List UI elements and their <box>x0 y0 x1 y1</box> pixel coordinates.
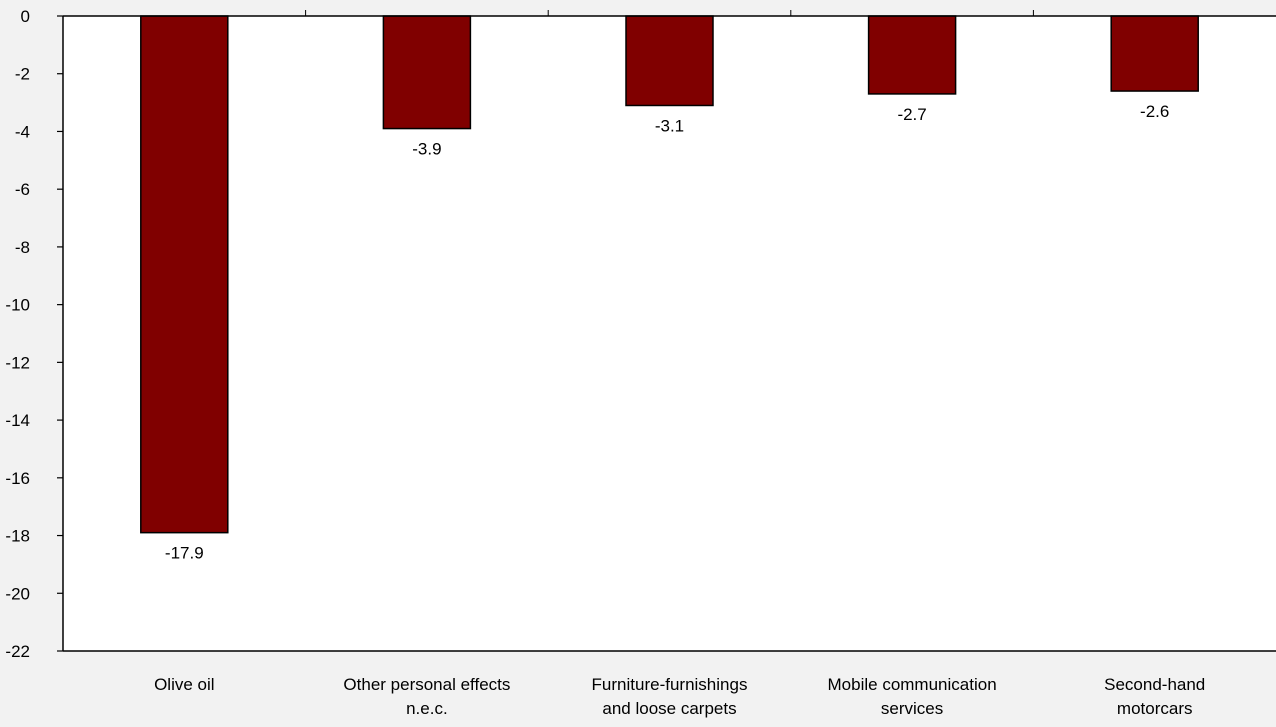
category-label: Olive oil <box>154 675 214 694</box>
bar <box>625 15 714 107</box>
y-tick-label: -2 <box>15 65 30 84</box>
y-tick-label: -12 <box>5 353 30 372</box>
plot-area <box>63 16 1276 651</box>
bar <box>382 15 472 130</box>
category-label: Mobile communication <box>828 675 997 694</box>
data-label: -3.1 <box>655 116 684 135</box>
y-tick-label: -16 <box>5 469 30 488</box>
y-axis-ticks: 0 -2 -4 -6 -8 -10 -12 -14 -16 -18 -20 -22 <box>5 7 63 661</box>
category-label: n.e.c. <box>406 699 448 718</box>
data-labels: -17.9 -3.9 -3.1 -2.7 -2.6 <box>165 102 1169 563</box>
y-tick-label: 0 <box>21 7 30 26</box>
category-label: services <box>881 699 943 718</box>
y-tick-label: -14 <box>5 411 30 430</box>
category-label: motorcars <box>1117 699 1193 718</box>
bar <box>1110 15 1199 92</box>
category-label: Second-hand <box>1104 675 1205 694</box>
bar <box>867 15 957 95</box>
y-tick-label: -18 <box>5 527 30 546</box>
y-tick-label: -22 <box>5 642 30 661</box>
category-label: and loose carpets <box>602 699 736 718</box>
data-label: -2.7 <box>897 105 926 124</box>
y-tick-label: -6 <box>15 180 30 199</box>
y-tick-label: -10 <box>5 296 30 315</box>
axes-group <box>62 10 1276 652</box>
y-tick-label: -20 <box>5 584 30 603</box>
category-label: Furniture-furnishings <box>592 675 748 694</box>
y-tick-label: -4 <box>15 122 30 141</box>
data-label: -17.9 <box>165 544 204 563</box>
category-label: Other personal effects <box>343 675 510 694</box>
data-label: -3.9 <box>412 140 441 159</box>
y-tick-label: -8 <box>15 238 30 257</box>
x-axis-labels: Olive oil Other personal effects n.e.c. Fur… <box>154 675 1205 718</box>
bar <box>140 15 229 534</box>
data-label: -2.6 <box>1140 102 1169 121</box>
